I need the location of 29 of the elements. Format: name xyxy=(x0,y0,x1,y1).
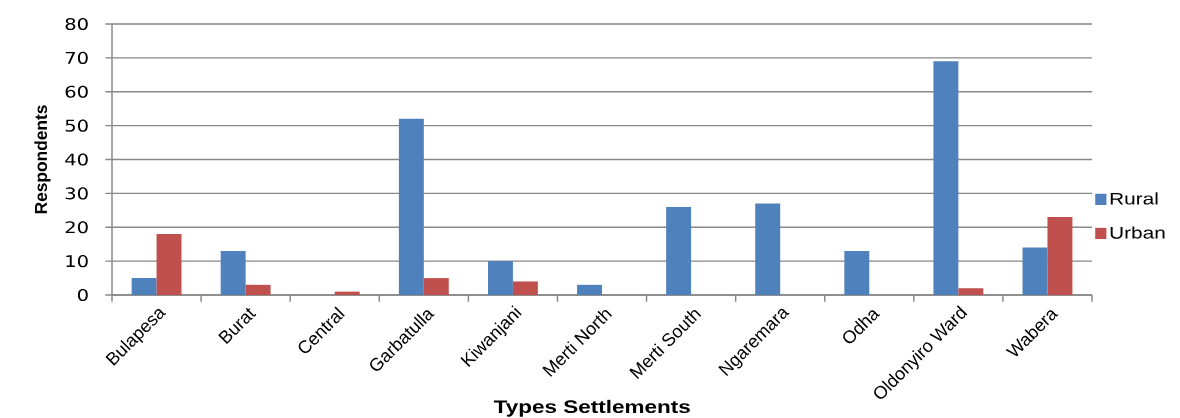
y-tick-label: 80 xyxy=(65,17,88,31)
legend-label: Rural xyxy=(1110,192,1158,205)
y-tick-label: 30 xyxy=(65,187,88,200)
y-tick-label: 60 xyxy=(65,85,88,98)
y-tick-label: 70 xyxy=(65,51,88,64)
bar xyxy=(666,206,692,295)
y-tick-label: 50 xyxy=(65,119,88,132)
bar xyxy=(423,278,449,295)
x-axis-title: Types Settlements xyxy=(493,399,690,417)
bar xyxy=(131,278,157,295)
bar xyxy=(755,203,781,295)
bar xyxy=(1022,247,1048,295)
y-tick-label: 0 xyxy=(77,288,88,302)
bar xyxy=(958,288,984,295)
y-tick-label: 10 xyxy=(66,255,88,268)
bar xyxy=(398,118,424,295)
y-tick-label: 40 xyxy=(65,153,88,166)
bar xyxy=(577,284,603,295)
legend-label: Urban xyxy=(1110,226,1165,239)
y-tick-label: 20 xyxy=(65,221,88,234)
bar xyxy=(1047,217,1073,295)
bar xyxy=(245,284,271,295)
bar xyxy=(156,234,182,295)
bar xyxy=(933,61,959,295)
bar xyxy=(487,261,513,295)
bar xyxy=(220,250,246,295)
bar xyxy=(512,281,538,295)
y-axis-title: Respondents xyxy=(34,105,51,214)
bar xyxy=(844,250,870,295)
